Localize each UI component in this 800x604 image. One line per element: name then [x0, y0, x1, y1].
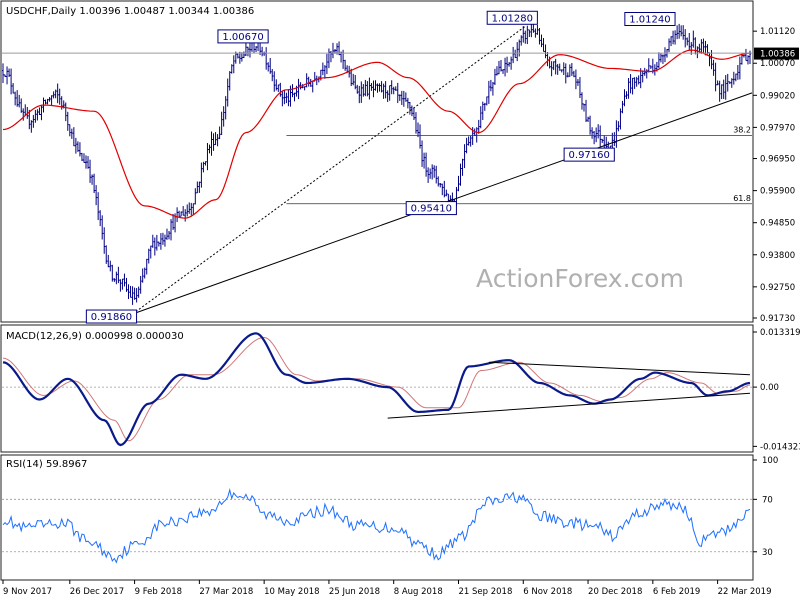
price-annotation: 0.97160: [569, 150, 610, 161]
price-annotation-box: [624, 11, 676, 26]
rsi-panel: [0, 454, 754, 581]
price-tick-label: 0.91730: [760, 314, 795, 324]
ohlc-values: 1.00396 1.00487 1.00344 1.00386: [79, 6, 254, 17]
price-annotation: 1.00670: [222, 32, 263, 43]
fib-label: 61.8: [733, 194, 751, 203]
time-tick-label: 9 Feb 2018: [135, 587, 183, 597]
dashed-trendline: [132, 25, 526, 315]
price-tick-label: 0.96950: [760, 155, 795, 165]
chart-header: USDCHF,Daily 1.00396 1.00487 1.00344 1.0…: [6, 6, 254, 17]
rsi-tick-label: 100: [762, 456, 778, 466]
price-tick-label: 0.92750: [760, 283, 795, 293]
price-tick-label: 0.97970: [760, 123, 795, 133]
time-tick-label: 9 Nov 2017: [3, 587, 52, 597]
watermark: ActionForex.com: [476, 264, 684, 293]
price-annotation-box: [217, 29, 269, 44]
price-tick-label: 0.93800: [760, 251, 795, 261]
price-panel: [0, 0, 754, 323]
macd-label: MACD(12,26,9) 0.000998 0.000030: [6, 331, 184, 342]
fib-label: 38.2: [733, 126, 751, 135]
macd-tick-label: -0.014323: [760, 442, 800, 452]
macd-trendline: [387, 392, 751, 419]
rsi-tick-label: 70: [762, 495, 773, 505]
moving-average-line: [2, 49, 751, 219]
symbol-label: USDCHF: [6, 6, 48, 17]
time-tick-label: 22 Mar 2019: [718, 587, 772, 597]
price-tick-label: 0.95900: [760, 187, 795, 197]
rsi-tick-label: 30: [762, 548, 773, 558]
price-annotation: 0.91860: [91, 312, 132, 323]
price-annotation: 1.01280: [492, 13, 533, 24]
price-annotation-box: [563, 147, 615, 162]
price-tick-label: 1.01120: [760, 27, 795, 37]
time-tick-label: 25 Jun 2018: [329, 587, 380, 597]
macd-trendline: [488, 361, 751, 376]
price-annotation: 1.01240: [629, 14, 670, 25]
price-tick-label: 1.00070: [760, 59, 795, 69]
price-series: 38.2 61.8 0.91860 1.00670 0.95410 1.01280 0.97…: [2, 10, 753, 324]
axes: 1.01120 1.00070 0.99020 0.97970 0.96950 0.959…: [2, 27, 800, 597]
time-tick-label: 6 Feb 2019: [653, 587, 701, 597]
macd-series: [2, 332, 752, 447]
macd-tick-label: 0.00: [760, 383, 779, 393]
rsi-line: [2, 487, 751, 564]
macd-line: [2, 332, 751, 447]
macd-panel: [0, 324, 754, 453]
time-tick-label: 6 Nov 2018: [523, 587, 572, 597]
time-tick-label: 20 Dec 2018: [588, 587, 642, 597]
time-tick-label: 26 Dec 2017: [70, 587, 124, 597]
time-tick-label: 27 Mar 2018: [199, 587, 253, 597]
price-tick-label: 0.94850: [760, 219, 795, 229]
last-price-box: [754, 47, 799, 60]
price-annotation-box: [405, 201, 457, 216]
rsi-label: RSI(14) 59.8967: [6, 459, 87, 470]
price-annotation: 0.95410: [411, 204, 452, 215]
time-tick-label: 8 Aug 2018: [394, 587, 443, 597]
timeframe-label: Daily: [51, 6, 76, 17]
price-annotation-box: [85, 309, 138, 324]
macd-tick-label: 0.013319: [760, 328, 800, 338]
price-annotation-box: [486, 10, 538, 25]
price-tick-label: 0.99020: [760, 91, 795, 101]
rsi-series: [2, 487, 752, 564]
time-tick-label: 10 May 2018: [264, 587, 319, 597]
last-price-label: 1.00386: [760, 50, 795, 60]
time-tick-label: 21 Sep 2018: [458, 587, 512, 597]
